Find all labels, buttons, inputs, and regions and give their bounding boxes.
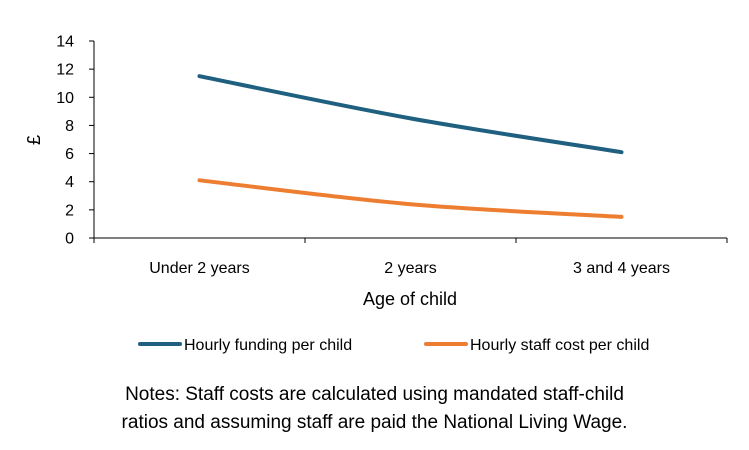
series-line-2 — [197, 178, 624, 219]
y-tick-label: 6 — [65, 146, 74, 163]
series-layer — [197, 74, 624, 219]
legend: Hourly funding per child Hourly staff cos… — [138, 337, 649, 354]
y-tick-label: 4 — [65, 174, 74, 191]
x-tick-label: 3 and 4 years — [573, 260, 670, 277]
y-axis-title: £ — [24, 135, 44, 145]
x-axis: Under 2 years 2 years 3 and 4 years — [93, 237, 728, 277]
notes-line-2: ratios and assuming staff are paid the N… — [121, 412, 628, 433]
y-tick-label: 14 — [56, 34, 74, 51]
y-tick-label: 10 — [56, 90, 74, 107]
y-axis: 0 2 4 6 8 10 12 14 — [56, 34, 95, 248]
x-axis-title: Age of child — [363, 289, 457, 309]
y-tick-label: 8 — [65, 118, 74, 135]
series-line-1 — [197, 74, 624, 155]
legend-label-1: Hourly funding per child — [184, 337, 352, 354]
y-tick-label: 2 — [65, 202, 74, 219]
chart-notes: Notes: Staff costs are calculated using … — [0, 381, 749, 437]
x-tick-label: Under 2 years — [149, 260, 250, 277]
y-tick-label: 0 — [65, 231, 74, 248]
x-tick-label: 2 years — [384, 260, 436, 277]
legend-label-2: Hourly staff cost per child — [470, 337, 649, 354]
y-tick-label: 12 — [56, 62, 74, 79]
line-chart: 0 2 4 6 8 10 12 14 Under 2 years 2 years 3 and 4 … — [24, 34, 728, 354]
notes-line-1: Notes: Staff costs are calculated using … — [125, 384, 624, 405]
